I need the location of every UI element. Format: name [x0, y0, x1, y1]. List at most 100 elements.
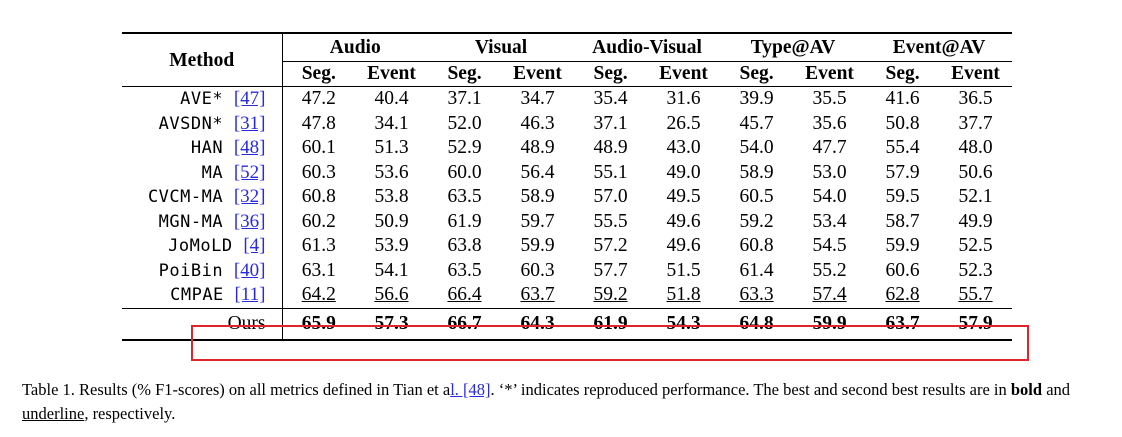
- ours-value-cell: 63.7: [866, 308, 940, 341]
- value-cell: 57.7: [593, 259, 628, 281]
- method-header: Method: [122, 32, 283, 87]
- value-cell: 50.8: [885, 112, 920, 134]
- citation-link[interactable]: [36]: [233, 210, 266, 232]
- value-cell: 60.5: [739, 186, 774, 208]
- ours-value-cell: 65.9: [282, 308, 355, 341]
- value-cell: 60.3: [301, 161, 336, 183]
- value-cell: 39.9: [739, 88, 774, 110]
- value-cell: 60.8: [301, 186, 336, 208]
- value-cell: 50.9: [374, 210, 409, 232]
- table-row: HAN [48] 60.1 51.3 52.9 48.9 48.9 43.0 54.0 47.7…: [122, 136, 1012, 161]
- value-cell: 55.1: [593, 161, 628, 183]
- value-cell: 37.7: [958, 112, 993, 134]
- value-cell: 60.1: [301, 137, 336, 159]
- value-cell: 64.2: [282, 283, 355, 309]
- value-cell: 47.7: [812, 137, 847, 159]
- value-cell: 53.6: [374, 161, 409, 183]
- caption-citation-link[interactable]: l. [48]: [450, 380, 491, 399]
- caption-bold-word: bold: [1010, 380, 1043, 399]
- method-name-cell: JoMoLD [4]: [122, 234, 283, 259]
- citation-link[interactable]: [31]: [233, 112, 266, 134]
- value-cell: 56.6: [355, 283, 429, 309]
- value-cell: 63.3: [720, 283, 794, 309]
- method-name-cell: MA [52]: [122, 160, 283, 185]
- method-name: MGN-MA: [158, 211, 224, 232]
- group-header-audio-visual: Audio-Visual: [574, 32, 721, 62]
- table-row: MA [52] 60.3 53.6 60.0 56.4 55.1 49.0 58.9 53.0 5…: [122, 160, 1012, 185]
- citation-link[interactable]: [48]: [233, 137, 266, 159]
- value-cell: 59.2: [574, 283, 648, 309]
- value-cell: 59.5: [885, 186, 920, 208]
- value-cell: 60.2: [301, 210, 336, 232]
- value-cell: 47.2: [301, 88, 336, 110]
- value-cell: 59.2: [739, 210, 774, 232]
- value-cell: 54.1: [374, 259, 409, 281]
- value-cell: 60.0: [447, 161, 482, 183]
- subheader-event: Event: [939, 61, 1013, 87]
- method-name: PoiBin: [158, 260, 224, 281]
- ours-value-cell: 61.9: [574, 308, 648, 341]
- value-cell: 40.4: [374, 88, 409, 110]
- value-cell: 26.5: [666, 112, 701, 134]
- ours-value-cell: 57.9: [939, 308, 1013, 341]
- value-cell: 59.9: [885, 235, 920, 257]
- ours-value-cell: 54.3: [647, 308, 721, 341]
- method-name: JoMoLD: [168, 236, 233, 257]
- value-cell: 37.1: [593, 112, 628, 134]
- value-cell: 47.8: [301, 112, 336, 134]
- method-name: HAN: [190, 138, 224, 159]
- citation-link[interactable]: [40]: [233, 259, 266, 281]
- citation-link[interactable]: [11]: [234, 284, 266, 306]
- value-cell: 57.9: [885, 161, 920, 183]
- value-cell: 59.7: [520, 210, 555, 232]
- value-cell: 61.4: [739, 259, 774, 281]
- value-cell: 34.7: [520, 88, 555, 110]
- value-cell: 60.6: [885, 259, 920, 281]
- value-cell: 49.6: [666, 235, 701, 257]
- subheader-event: Event: [501, 61, 575, 87]
- value-cell: 35.6: [812, 112, 847, 134]
- table-row: JoMoLD [4] 61.3 53.9 63.8 59.9 57.2 49.6 60.8 54…: [122, 234, 1012, 259]
- ours-row: Ours 65.9 57.3 66.7 64.3 61.9 54.3 64.8 59.9 63.7…: [122, 308, 1013, 341]
- table-row: PoiBin [40] 63.1 54.1 63.5 60.3 57.7 51.5 61.4 5…: [122, 258, 1012, 283]
- value-cell: 61.9: [447, 210, 482, 232]
- citation-link[interactable]: [32]: [233, 186, 266, 208]
- value-cell: 63.5: [447, 259, 482, 281]
- group-header-visual: Visual: [428, 32, 575, 62]
- citation-link[interactable]: [47]: [233, 88, 266, 110]
- value-cell: 51.5: [666, 259, 701, 281]
- value-cell: 54.0: [739, 137, 774, 159]
- value-cell: 63.7: [501, 283, 575, 309]
- value-cell: 52.1: [958, 186, 993, 208]
- value-cell: 48.9: [593, 137, 628, 159]
- citation-link[interactable]: [4]: [243, 235, 266, 257]
- caption-suffix: , respectively.: [84, 404, 176, 423]
- results-table: Method Audio Visual Audio-Visual Type@AV…: [122, 32, 1013, 341]
- value-cell: 53.0: [812, 161, 847, 183]
- value-cell: 52.3: [958, 259, 993, 281]
- table-row: CVCM-MA [32] 60.8 53.8 63.5 58.9 57.0 49.5 60.5…: [122, 185, 1012, 210]
- value-cell: 62.8: [866, 283, 940, 309]
- value-cell: 66.4: [428, 283, 502, 309]
- caption-prefix: Table 1. Results (% F1-scores) on all me…: [22, 380, 451, 399]
- ours-label: Ours: [122, 308, 283, 341]
- value-cell: 52.9: [447, 137, 482, 159]
- value-cell: 52.5: [958, 235, 993, 257]
- value-cell: 43.0: [666, 137, 701, 159]
- table-row: CMPAE [11] 64.2 56.6 66.4 63.7 59.2 51.8 63.3 57…: [122, 283, 1013, 309]
- value-cell: 35.5: [812, 88, 847, 110]
- value-cell: 63.1: [301, 259, 336, 281]
- table-row: MGN-MA [36] 60.2 50.9 61.9 59.7 55.5 49.6 59.2 5…: [122, 209, 1012, 234]
- method-name-cell: AVSDN* [31]: [122, 111, 283, 136]
- subheader-seg: Seg.: [428, 61, 502, 87]
- value-cell: 34.1: [374, 112, 409, 134]
- method-name: CVCM-MA: [147, 187, 224, 208]
- value-cell: 58.9: [520, 186, 555, 208]
- value-cell: 49.0: [666, 161, 701, 183]
- value-cell: 58.9: [739, 161, 774, 183]
- citation-link[interactable]: [52]: [233, 161, 266, 183]
- group-header-row: Method Audio Visual Audio-Visual Type@AV…: [122, 32, 1013, 87]
- subheader-seg: Seg.: [720, 61, 794, 87]
- table-row: AVSDN* [31] 47.8 34.1 52.0 46.3 37.1 26.5 45.7 3…: [122, 111, 1012, 136]
- ours-value-cell: 66.7: [428, 308, 502, 341]
